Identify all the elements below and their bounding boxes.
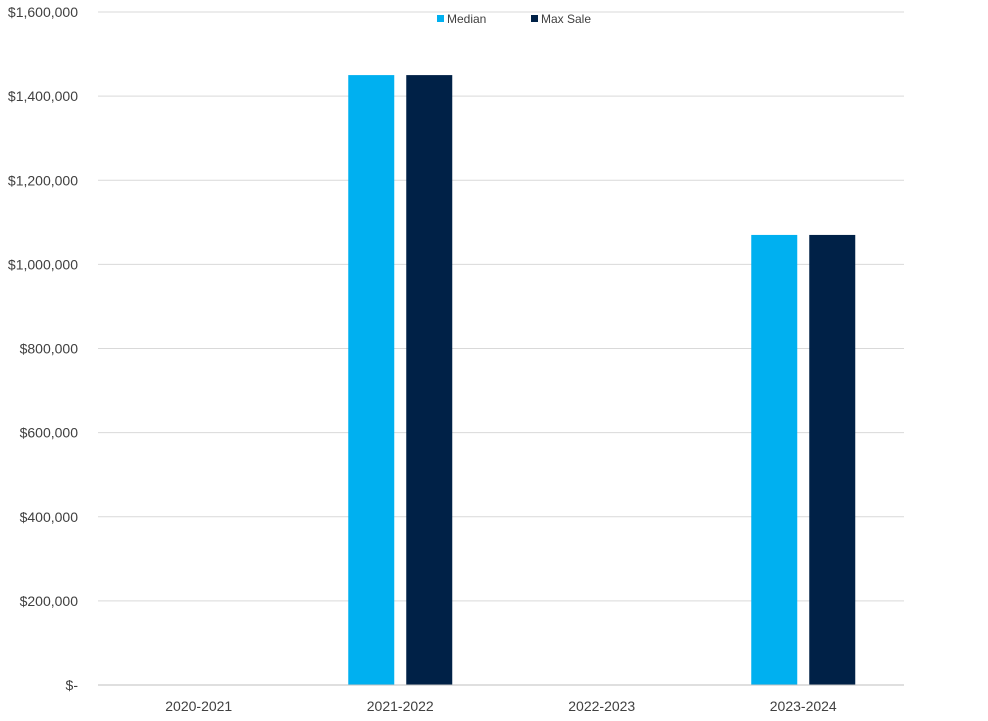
x-tick-label: 2022-2023 [568,698,635,714]
y-tick-label: $- [66,677,79,693]
y-tick-label: $600,000 [20,425,79,441]
y-tick-label: $400,000 [20,509,79,525]
bar-median-2023-2024 [751,234,798,685]
x-tick-label: 2020-2021 [165,698,232,714]
y-tick-label: $1,000,000 [8,256,78,272]
bar-median-2021-2022 [348,75,395,685]
legend-swatch [531,15,538,22]
bar-max-sale-2021-2022 [406,75,453,685]
bar-max-sale-2023-2024 [809,234,856,685]
y-tick-label: $1,600,000 [8,4,78,20]
legend-label: Median [447,12,486,26]
x-tick-label: 2023-2024 [770,698,837,714]
x-tick-label: 2021-2022 [367,698,434,714]
y-tick-label: $200,000 [20,593,79,609]
gridlines [98,11,904,602]
legend-swatch [437,15,444,22]
legend-label: Max Sale [541,12,591,26]
axes: $- $200,000 $400,000 $600,000 $800,000 $1,000… [8,4,904,714]
y-tick-label: $800,000 [20,341,79,357]
y-tick-label: $1,400,000 [8,88,78,104]
y-tick-label: $1,200,000 [8,172,78,188]
legend: Median Max Sale [437,12,591,26]
bars [348,75,856,685]
